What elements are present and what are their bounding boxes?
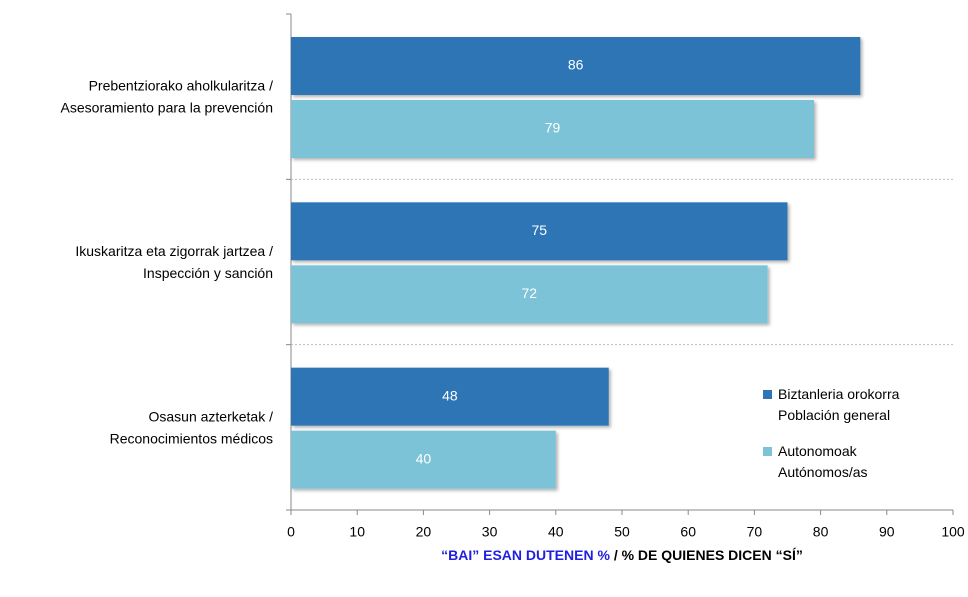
bar-label: 40 xyxy=(416,450,432,466)
x-tick-label: 80 xyxy=(813,524,829,540)
y-tick-label-line: Prebentziorako aholkularitza / xyxy=(89,77,274,93)
legend-label: Autonomoak Autónomos/as xyxy=(778,443,868,480)
legend-swatch xyxy=(763,390,772,399)
bar-label: 79 xyxy=(545,120,561,136)
y-tick-label-line: Asesoramiento para la prevención xyxy=(61,99,273,115)
x-tick-label: 60 xyxy=(680,524,696,540)
legend-swatch xyxy=(763,447,772,456)
y-tick-label: Osasun azterketak / Reconocimientos médic… xyxy=(110,408,274,446)
x-tick-label: 90 xyxy=(879,524,895,540)
x-tick-label: 20 xyxy=(416,524,432,540)
y-tick-label-line: Ikuskaritza eta zigorrak jartzea / xyxy=(75,243,273,259)
bar xyxy=(291,37,861,95)
y-tick-label-line: Reconocimientos médicos xyxy=(110,430,273,446)
x-tick-label: 100 xyxy=(941,524,965,540)
y-tick-label-line: Osasun azterketak / xyxy=(148,408,273,424)
legend-label-line: Población general xyxy=(778,407,890,423)
legend-label-line: Autónomos/as xyxy=(778,464,868,480)
bar xyxy=(291,202,788,261)
y-tick-label: Prebentziorako aholkularitza / Asesoramie… xyxy=(61,77,274,115)
bar xyxy=(291,100,814,158)
y-tick-label: Ikuskaritza eta zigorrak jartzea / Inspec… xyxy=(75,243,273,281)
x-tick-label: 70 xyxy=(747,524,763,540)
x-axis-title: “BAI” ESAN DUTENEN % / % DE QUIENES DICE… xyxy=(441,547,803,563)
x-tick-label: 10 xyxy=(349,524,365,540)
x-axis-title-part: “BAI” ESAN DUTENEN % xyxy=(441,547,610,563)
bar xyxy=(291,265,768,324)
x-tick-label: 0 xyxy=(287,524,295,540)
legend-label: Biztanleria orokorra Población general xyxy=(778,386,900,423)
bar-label: 86 xyxy=(568,57,584,73)
x-tick-label: 50 xyxy=(614,524,630,540)
x-tick-label: 40 xyxy=(548,524,564,540)
x-axis-title-part: / % DE QUIENES DICEN “SÍ” xyxy=(614,547,803,563)
x-tick-label: 30 xyxy=(482,524,498,540)
bar xyxy=(291,367,609,426)
legend-label-line: Biztanleria orokorra xyxy=(778,386,900,402)
legend-label-line: Autonomoak xyxy=(778,443,858,459)
bar-label: 75 xyxy=(531,222,547,238)
bar-label: 48 xyxy=(442,387,458,403)
y-tick-label-line: Inspección y sanción xyxy=(143,265,273,281)
bar xyxy=(291,430,556,489)
bar-label: 72 xyxy=(522,285,538,301)
